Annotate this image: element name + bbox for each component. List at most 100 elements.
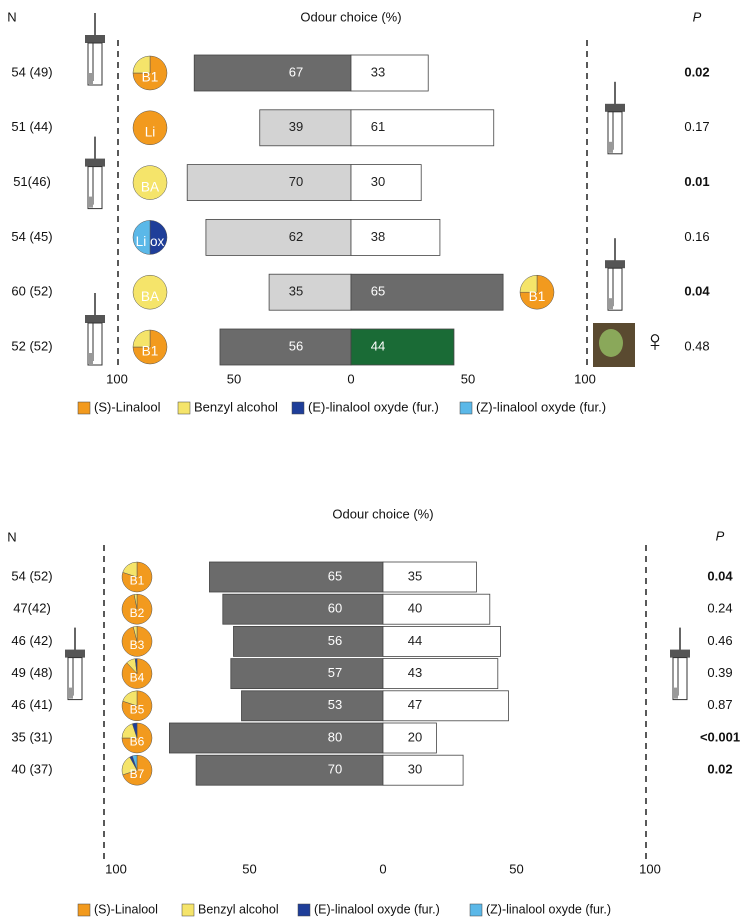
bar-right xyxy=(350,109,495,147)
bar-right xyxy=(350,164,422,202)
bar-value-label: 30 xyxy=(371,174,385,189)
x-tick-label: 100 xyxy=(639,861,661,876)
x-tick-label: 50 xyxy=(461,371,475,386)
n-label: 51 (44) xyxy=(11,119,52,134)
pie-slice xyxy=(132,722,138,739)
p-value: 0.01 xyxy=(684,174,709,189)
bar-value-label: 56 xyxy=(289,338,303,353)
n-label: 49 (48) xyxy=(11,665,52,680)
n-label: 60 (52) xyxy=(11,284,52,299)
bar-right xyxy=(382,658,499,689)
chart-title: Odour choice (%) xyxy=(300,9,401,24)
pie-label: Li ox xyxy=(136,234,165,249)
legend-swatch xyxy=(181,903,195,917)
pie-slice xyxy=(132,110,168,146)
bar-left xyxy=(195,754,384,786)
bar-left xyxy=(205,218,352,256)
bar-right xyxy=(350,54,429,92)
bar-right xyxy=(382,690,509,722)
tube-fill xyxy=(89,196,93,208)
bar-value-label: 20 xyxy=(408,729,422,744)
tube-cap xyxy=(605,260,625,269)
pie-label: B1 xyxy=(142,344,159,359)
pie-slice xyxy=(122,561,138,578)
pie-label: BA xyxy=(141,179,160,194)
legend-label: (S)-Linalool xyxy=(94,902,158,916)
legend-swatch xyxy=(77,401,91,415)
bar-value-label: 70 xyxy=(289,174,303,189)
x-tick-label: 50 xyxy=(242,861,256,876)
pie-slice xyxy=(132,274,168,310)
bar-value-label: 44 xyxy=(371,338,385,353)
bar-right xyxy=(382,722,437,754)
pie-label: B6 xyxy=(130,735,145,749)
pie-slice xyxy=(149,220,168,255)
n-label: 54 (52) xyxy=(11,568,52,583)
legend-swatch xyxy=(177,401,191,415)
bar-value-label: 33 xyxy=(371,64,385,79)
bar-value-label: 30 xyxy=(408,762,422,777)
p-value: 0.39 xyxy=(707,665,732,680)
bar-left xyxy=(222,593,384,625)
p-header: P xyxy=(716,528,725,543)
bar-value-label: 53 xyxy=(328,697,342,712)
legend-label: (Z)-linalool oxyde (fur.) xyxy=(486,902,611,916)
pie-slice xyxy=(519,274,538,293)
p-value: 0.16 xyxy=(684,229,709,244)
pie-slice xyxy=(133,593,138,610)
legend-swatch xyxy=(297,903,311,917)
pie-slice xyxy=(132,626,138,642)
n-label: 40 (37) xyxy=(11,762,52,777)
bar-value-label: 39 xyxy=(289,119,303,134)
bar-value-label: 70 xyxy=(328,762,342,777)
tube-fill xyxy=(89,353,93,364)
tube-cap xyxy=(85,315,105,323)
tube-fill xyxy=(609,298,613,310)
bar-value-label: 65 xyxy=(328,568,342,583)
pie-label: B5 xyxy=(130,702,145,716)
legend-label: (E)-linalool oxyde (fur.) xyxy=(314,902,440,916)
pie-slice xyxy=(132,55,151,74)
bar-value-label: 62 xyxy=(289,229,303,244)
pie-label: B2 xyxy=(130,606,145,620)
legend-swatch xyxy=(77,903,91,917)
x-tick-label: 0 xyxy=(379,861,386,876)
x-tick-label: 100 xyxy=(106,371,128,386)
p-value: 0.02 xyxy=(684,64,709,79)
bar-value-label: 35 xyxy=(289,284,303,299)
p-header: P xyxy=(693,9,702,24)
pie-label: B4 xyxy=(130,670,145,684)
n-label: 52 (52) xyxy=(11,338,52,353)
chart-title: Odour choice (%) xyxy=(332,506,433,521)
bar-value-label: 65 xyxy=(371,284,385,299)
n-label: 54 (49) xyxy=(11,64,52,79)
bar-right xyxy=(350,218,441,256)
n-label: 54 (45) xyxy=(11,229,52,244)
tube-cap xyxy=(605,103,625,112)
pie-slice xyxy=(132,165,168,200)
n-header: N xyxy=(7,9,16,24)
tube-cap xyxy=(85,35,105,43)
n-label: 46 (42) xyxy=(11,633,52,648)
bar-left xyxy=(186,164,352,202)
pie-label: Li xyxy=(145,124,156,139)
bar-left xyxy=(268,273,352,311)
x-tick-label: 0 xyxy=(347,371,354,386)
bar-value-label: 43 xyxy=(408,665,422,680)
legend-label: (S)-Linalool xyxy=(94,399,161,414)
bar-right xyxy=(350,328,455,366)
bar-value-label: 80 xyxy=(328,729,342,744)
bar-value-label: 35 xyxy=(408,568,422,583)
x-tick-label: 100 xyxy=(105,861,127,876)
legend-label: Benzyl alcohol xyxy=(198,902,279,916)
tube-fill xyxy=(89,73,93,84)
legend-swatch xyxy=(469,903,483,917)
bar-left xyxy=(209,561,384,593)
bar-value-label: 61 xyxy=(371,119,385,134)
tube-cap xyxy=(65,649,85,658)
bar-value-label: 57 xyxy=(328,665,342,680)
pie-label: B1 xyxy=(142,70,159,85)
p-value: 0.87 xyxy=(707,697,732,712)
n-header: N xyxy=(7,529,16,544)
tube-cap xyxy=(670,649,690,658)
